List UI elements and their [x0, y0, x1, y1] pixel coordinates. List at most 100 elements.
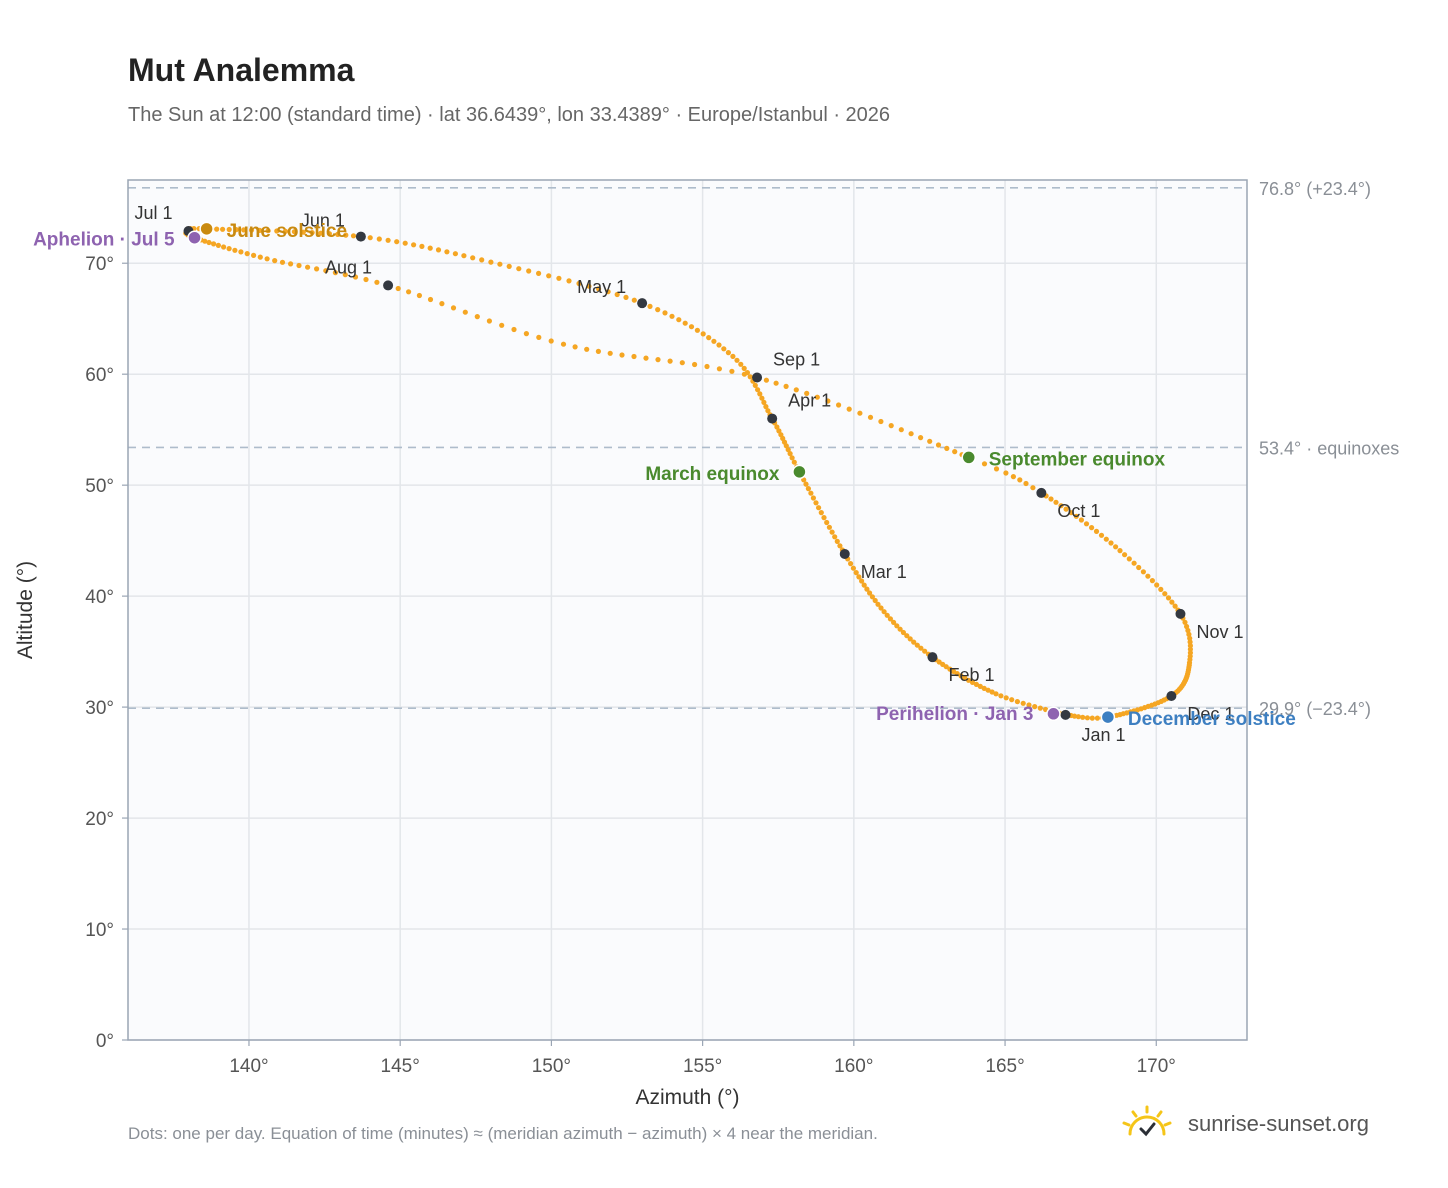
day-dot	[763, 404, 769, 410]
day-dot	[908, 431, 914, 437]
month-markers: Jan 1 Feb 1 Mar 1 Apr 1 May 1 Jun 1 Jul 1 Aug 1…	[134, 203, 1243, 745]
day-dot	[566, 278, 572, 284]
day-dot	[576, 280, 582, 287]
y-tick-label: 30°	[85, 698, 114, 719]
day-dot	[688, 324, 695, 330]
day-dot	[462, 309, 468, 315]
day-dot	[211, 241, 217, 247]
day-dot	[884, 612, 890, 618]
day-dot	[801, 477, 807, 483]
day-dot	[872, 597, 878, 604]
day-dot	[435, 247, 442, 253]
day-dot	[655, 307, 661, 313]
day-dot	[439, 301, 445, 307]
day-dot	[556, 275, 562, 281]
day-dot	[619, 352, 625, 358]
day-dot	[846, 406, 852, 412]
day-dot	[816, 505, 822, 511]
day-dot	[607, 350, 613, 356]
day-dot	[832, 534, 838, 540]
day-dot	[1145, 573, 1151, 579]
month-dot	[1060, 709, 1071, 720]
day-dot	[272, 258, 278, 264]
day-dot	[1117, 548, 1123, 554]
brand-name: sunrise-sunset.org	[1188, 1111, 1369, 1136]
day-dot	[452, 251, 458, 257]
day-dot	[1103, 536, 1109, 542]
day-dot	[511, 326, 517, 333]
day-dot	[1017, 477, 1023, 483]
day-dot	[927, 438, 933, 444]
day-dot	[810, 495, 817, 501]
day-dot	[848, 561, 854, 567]
day-dot	[814, 394, 820, 400]
day-dot	[385, 237, 391, 243]
day-dot	[560, 341, 567, 347]
day-dot	[738, 361, 744, 367]
event-label: March equinox	[645, 464, 780, 485]
day-dot	[416, 292, 422, 299]
month-label: Feb 1	[948, 665, 994, 685]
x-tick-label: 170°	[1137, 1056, 1176, 1077]
day-dot	[1053, 499, 1059, 505]
day-dot	[962, 675, 968, 681]
y-tick-label: 40°	[85, 587, 114, 608]
day-dot	[1073, 513, 1079, 519]
day-dot	[1037, 705, 1043, 711]
day-dot	[1089, 525, 1095, 531]
event-label: December solstice	[1128, 709, 1296, 730]
day-dot	[667, 358, 673, 364]
day-dot	[700, 331, 706, 337]
day-dot	[856, 574, 862, 580]
day-dot	[486, 318, 492, 324]
y-tick-label: 0°	[96, 1031, 114, 1052]
day-dot	[343, 232, 349, 238]
day-dot	[257, 254, 263, 260]
day-dot	[706, 335, 712, 341]
day-dot	[730, 353, 736, 359]
day-dot	[536, 270, 542, 276]
day-dot	[596, 286, 602, 292]
day-dot	[850, 565, 857, 571]
day-dot	[305, 264, 311, 270]
day-dot	[1149, 578, 1155, 584]
day-dot	[773, 380, 779, 386]
y-axis-label: Altitude (°)	[14, 561, 37, 659]
day-dot	[470, 255, 476, 261]
day-dot	[1113, 544, 1119, 550]
chart-title: Mut Analemma	[128, 52, 355, 88]
month-dot	[383, 280, 394, 291]
day-dot	[1009, 697, 1015, 703]
event-label: Perihelion · Jan 3	[876, 704, 1033, 725]
day-dot	[747, 374, 753, 380]
month-label: Jun 1	[301, 211, 345, 231]
day-dot	[536, 334, 542, 340]
day-dot	[878, 605, 884, 611]
day-dot	[734, 357, 740, 363]
day-dot	[981, 461, 988, 467]
day-dot	[206, 239, 212, 246]
day-dot	[233, 227, 239, 233]
day-dot	[829, 529, 835, 535]
month-label: Oct 1	[1057, 501, 1100, 521]
day-dot	[755, 387, 761, 393]
day-dot	[296, 262, 302, 269]
day-dot	[1094, 715, 1100, 721]
day-dot	[474, 314, 480, 320]
brand[interactable]: sunrise-sunset.org	[1120, 1102, 1369, 1146]
month-dot	[637, 298, 648, 309]
footnote: Dots: one per day. Equation of time (min…	[128, 1124, 878, 1143]
day-dot	[1003, 470, 1009, 476]
day-dot	[352, 274, 359, 280]
day-dot	[741, 365, 747, 371]
day-dot	[323, 268, 329, 274]
day-dot	[669, 313, 675, 319]
day-dot	[411, 242, 417, 248]
day-dot	[1089, 715, 1095, 721]
day-dot	[497, 261, 503, 267]
event-dot	[792, 464, 807, 480]
day-dot	[1154, 582, 1160, 588]
day-dot	[202, 238, 208, 244]
day-dot	[993, 691, 999, 697]
day-dot	[1020, 700, 1026, 706]
